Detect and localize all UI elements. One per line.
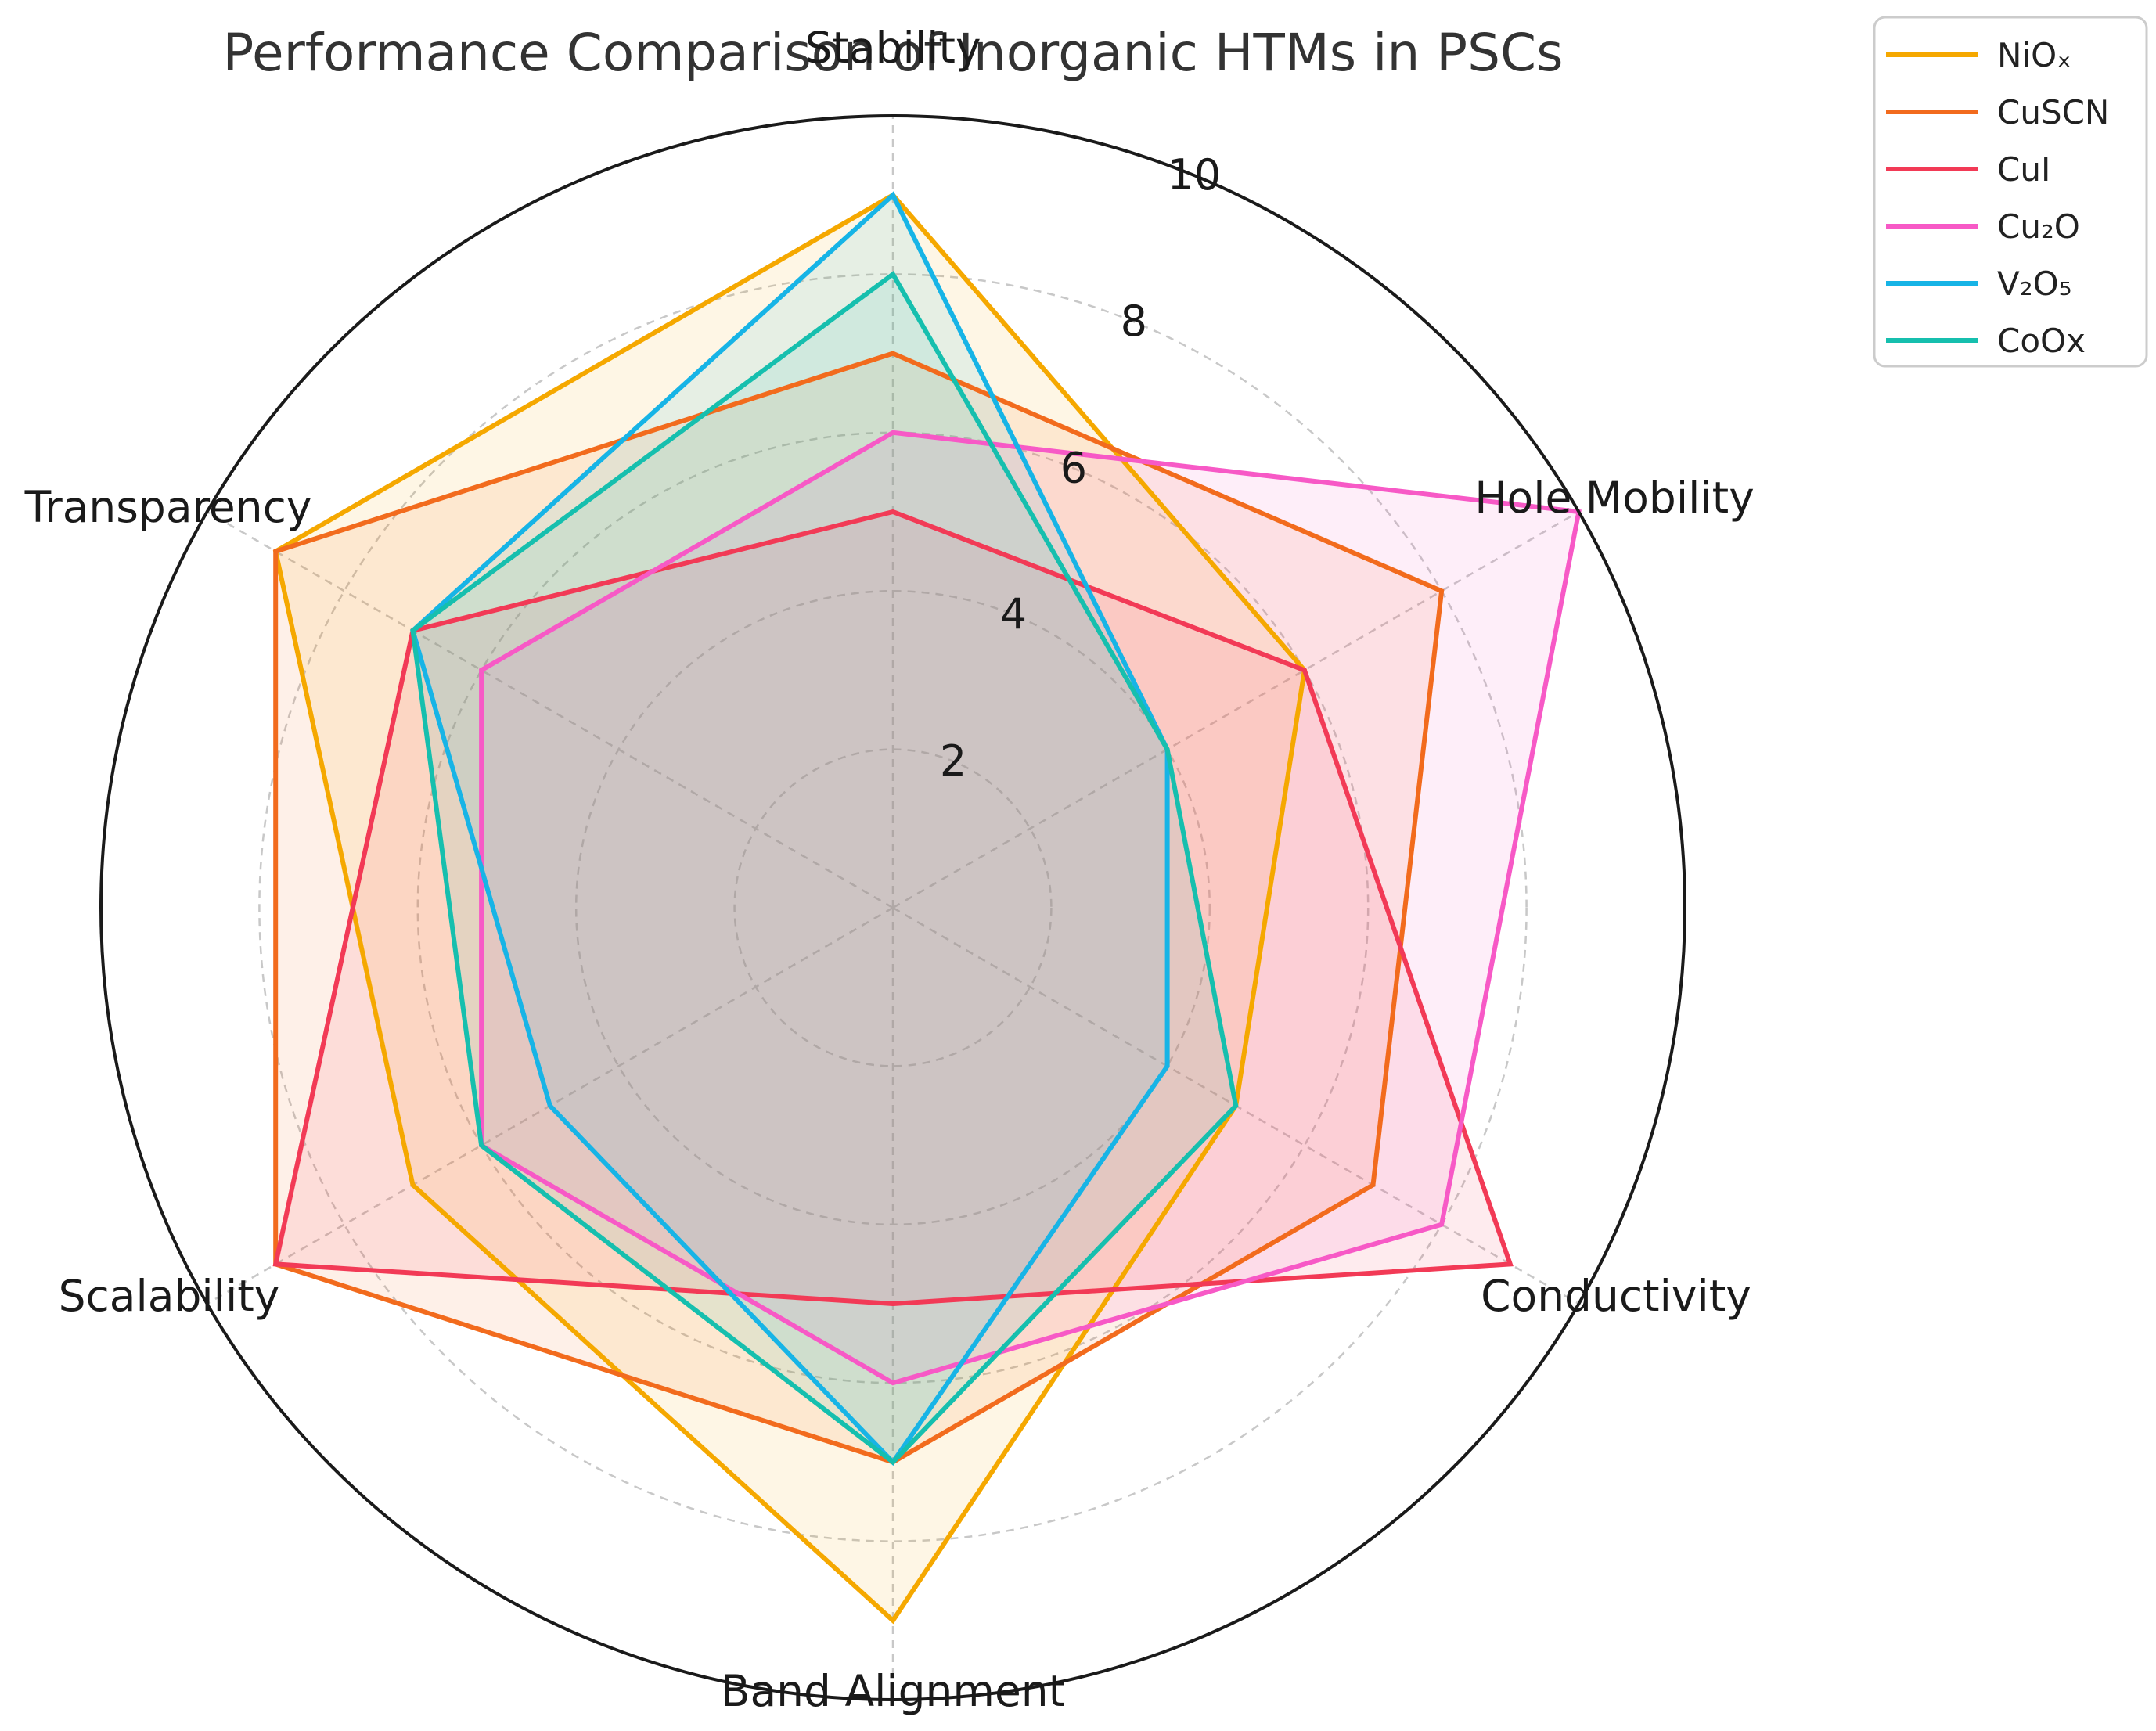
series-outlines xyxy=(272,191,1582,1625)
axis-label-stability: Stability xyxy=(804,23,981,73)
tick-label-6: 6 xyxy=(1060,443,1087,492)
series-fill-coox xyxy=(412,274,1236,1463)
legend-label-v-o: V₂O₅ xyxy=(1997,265,2071,303)
series-fill-v-o xyxy=(412,195,1168,1463)
legend-frame xyxy=(1873,16,2148,368)
series-fills xyxy=(275,195,1579,1621)
radar-series xyxy=(99,114,1686,1701)
tick-label-2: 2 xyxy=(940,736,966,786)
radial-tick-labels: 2 4 6 8 10 xyxy=(940,150,1221,786)
chart-title: Performance Comparison of Inorganic HTMs… xyxy=(223,23,1564,83)
outer-circle xyxy=(99,114,1686,1701)
axis-labels: Stability Hole Mobility Conductivity Band A… xyxy=(24,23,1755,1716)
series-fill-cui xyxy=(275,512,1510,1304)
axis-label-band-alignment: Band Alignment xyxy=(721,1666,1065,1716)
legend-label-nio: NiOₓ xyxy=(1997,36,2071,74)
axis-label-hole-mobility: Hole Mobility xyxy=(1474,473,1755,523)
tick-label-10: 10 xyxy=(1167,150,1221,200)
axis-label-transparency: Transparency xyxy=(24,482,312,532)
legend: NiOₓ CuSCN CuI Cu₂O V₂O₅ CoOx xyxy=(1873,16,2148,368)
tick-label-4: 4 xyxy=(1000,590,1027,639)
axis-label-conductivity: Conductivity xyxy=(1481,1271,1751,1321)
legend-label-cu-o: Cu₂O xyxy=(1997,207,2080,246)
grid-circle-2 xyxy=(733,748,1053,1067)
series-fill-cuscn xyxy=(275,353,1442,1463)
spoke-transparency xyxy=(206,510,894,909)
legend-label-cuscn: CuSCN xyxy=(1997,93,2109,131)
grid-circle-8 xyxy=(258,273,1528,1542)
series-line-coox xyxy=(410,270,1239,1466)
series-fill-nio xyxy=(275,195,1305,1621)
legend-label-cui: CuI xyxy=(1997,150,2050,189)
tick-label-8: 8 xyxy=(1121,297,1147,346)
axis-label-scalability: Scalability xyxy=(59,1271,280,1321)
spoke-hole-mobility xyxy=(892,510,1580,909)
grid-circle-6 xyxy=(416,431,1370,1384)
legend-label-coox: CoOx xyxy=(1997,322,2086,360)
